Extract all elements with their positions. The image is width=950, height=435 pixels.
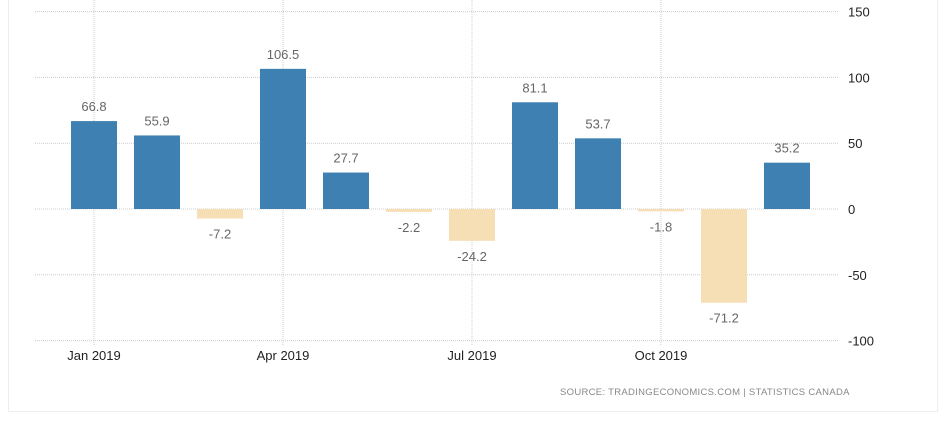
bar — [575, 138, 621, 209]
bar — [449, 209, 495, 241]
bar — [512, 102, 558, 209]
y-tick-label: 100 — [848, 70, 870, 85]
x-tick-label: Apr 2019 — [257, 348, 310, 363]
data-label: 53.7 — [585, 116, 610, 131]
y-tick-label: -50 — [848, 268, 867, 283]
source-text: SOURCE: TRADINGECONOMICS.COM | STATISTIC… — [560, 387, 850, 398]
data-label: 27.7 — [333, 151, 358, 166]
x-tick-label: Jul 2019 — [447, 348, 496, 363]
bar — [134, 135, 180, 209]
bar — [197, 209, 243, 219]
y-tick-label: 0 — [848, 202, 855, 217]
data-label: -71.2 — [709, 311, 739, 326]
data-label: -2.2 — [398, 220, 420, 235]
bar — [638, 209, 684, 212]
data-label: -1.8 — [650, 219, 672, 234]
x-tick-label: Oct 2019 — [635, 348, 688, 363]
data-label: 35.2 — [774, 141, 799, 156]
y-tick-label: -100 — [848, 334, 874, 349]
x-tick-label: Jan 2019 — [67, 348, 121, 363]
data-label: -7.2 — [209, 226, 231, 241]
data-label: 106.5 — [267, 47, 300, 62]
data-label: -24.2 — [457, 249, 487, 264]
y-tick-label: 150 — [848, 5, 870, 20]
data-label: 66.8 — [81, 99, 106, 114]
bar — [71, 121, 117, 209]
bar — [701, 209, 747, 303]
bar — [323, 172, 369, 209]
bar — [764, 162, 810, 209]
data-label: 81.1 — [522, 80, 547, 95]
data-label: 55.9 — [144, 113, 169, 128]
bar — [386, 209, 432, 212]
y-tick-label: 50 — [848, 136, 862, 151]
chart-frame — [8, 0, 938, 412]
bar — [260, 68, 306, 209]
